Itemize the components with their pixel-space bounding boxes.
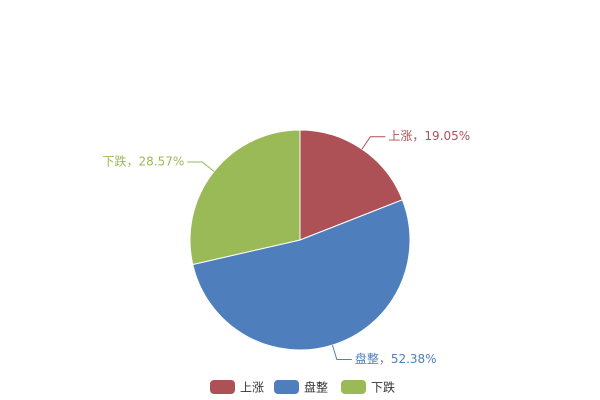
- data-label: 盘整，52.38%: [355, 351, 437, 366]
- data-label: 上涨，19.05%: [388, 128, 470, 143]
- legend-swatch: [274, 380, 299, 394]
- legend-label: 盘整: [304, 380, 328, 395]
- data-label: 下跌，28.57%: [103, 154, 185, 169]
- pie-slice: [189, 129, 301, 266]
- legend-swatch: [341, 380, 366, 394]
- pie-slice: [299, 129, 404, 241]
- label-line: [331, 344, 352, 360]
- label-line: [361, 136, 386, 150]
- label-line: [187, 161, 215, 172]
- legend-label: 上涨: [240, 380, 264, 395]
- legend-swatch: [210, 380, 235, 394]
- legend-label: 下跌: [371, 380, 395, 395]
